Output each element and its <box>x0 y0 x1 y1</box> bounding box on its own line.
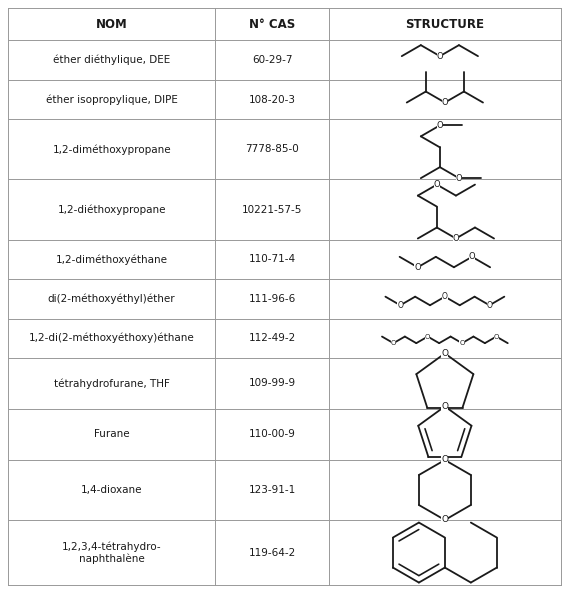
Text: 110-00-9: 110-00-9 <box>249 429 295 439</box>
Text: O: O <box>434 180 440 189</box>
Text: éther diéthylique, DEE: éther diéthylique, DEE <box>53 55 170 65</box>
Text: O: O <box>436 121 443 130</box>
Text: 1,2-diméthoxypropane: 1,2-diméthoxypropane <box>52 144 171 155</box>
Text: O: O <box>442 455 448 464</box>
Text: 119-64-2: 119-64-2 <box>249 547 296 557</box>
Text: O: O <box>486 301 492 310</box>
Text: O: O <box>397 301 403 310</box>
Text: 1,2,3,4-tétrahydro-
naphthalène: 1,2,3,4-tétrahydro- naphthalène <box>62 541 162 564</box>
Text: O: O <box>456 174 462 183</box>
Text: 108-20-3: 108-20-3 <box>249 94 295 104</box>
Text: éther isopropylique, DIPE: éther isopropylique, DIPE <box>46 94 178 105</box>
Text: O: O <box>469 252 475 262</box>
Text: O: O <box>459 340 465 346</box>
Text: O: O <box>414 263 421 272</box>
Text: di(2-méthoxyéthyl)éther: di(2-méthoxyéthyl)éther <box>48 294 175 304</box>
Text: O: O <box>442 402 448 411</box>
Text: STRUCTURE: STRUCTURE <box>405 18 484 31</box>
Text: O: O <box>442 515 448 524</box>
Text: 60-29-7: 60-29-7 <box>252 55 292 65</box>
Text: tétrahydrofurane, THF: tétrahydrofurane, THF <box>53 378 170 388</box>
Text: 1,2-diéthoxypropane: 1,2-diéthoxypropane <box>57 205 166 215</box>
Text: 109-99-9: 109-99-9 <box>249 378 296 388</box>
Text: N° CAS: N° CAS <box>249 18 295 31</box>
Text: O: O <box>442 292 448 301</box>
Text: 1,2-di(2-méthoxyéthoxy)éthane: 1,2-di(2-méthoxyéthoxy)éthane <box>29 333 195 343</box>
Text: 1,4-dioxane: 1,4-dioxane <box>81 485 142 495</box>
Text: 1,2-diméthoxyéthane: 1,2-diméthoxyéthane <box>56 254 168 264</box>
Text: O: O <box>425 333 430 340</box>
Text: 10221-57-5: 10221-57-5 <box>242 205 302 215</box>
Text: O: O <box>494 333 499 340</box>
Text: 123-91-1: 123-91-1 <box>249 485 296 495</box>
Text: O: O <box>442 98 448 107</box>
Text: O: O <box>391 340 396 346</box>
Text: O: O <box>442 349 448 358</box>
Text: 112-49-2: 112-49-2 <box>249 333 296 343</box>
Text: Furane: Furane <box>94 429 130 439</box>
Text: O: O <box>436 52 443 60</box>
Text: 110-71-4: 110-71-4 <box>249 254 296 264</box>
Text: NOM: NOM <box>96 18 127 31</box>
Text: 7778-85-0: 7778-85-0 <box>245 144 299 154</box>
Text: 111-96-6: 111-96-6 <box>249 294 296 304</box>
Text: O: O <box>452 234 459 243</box>
